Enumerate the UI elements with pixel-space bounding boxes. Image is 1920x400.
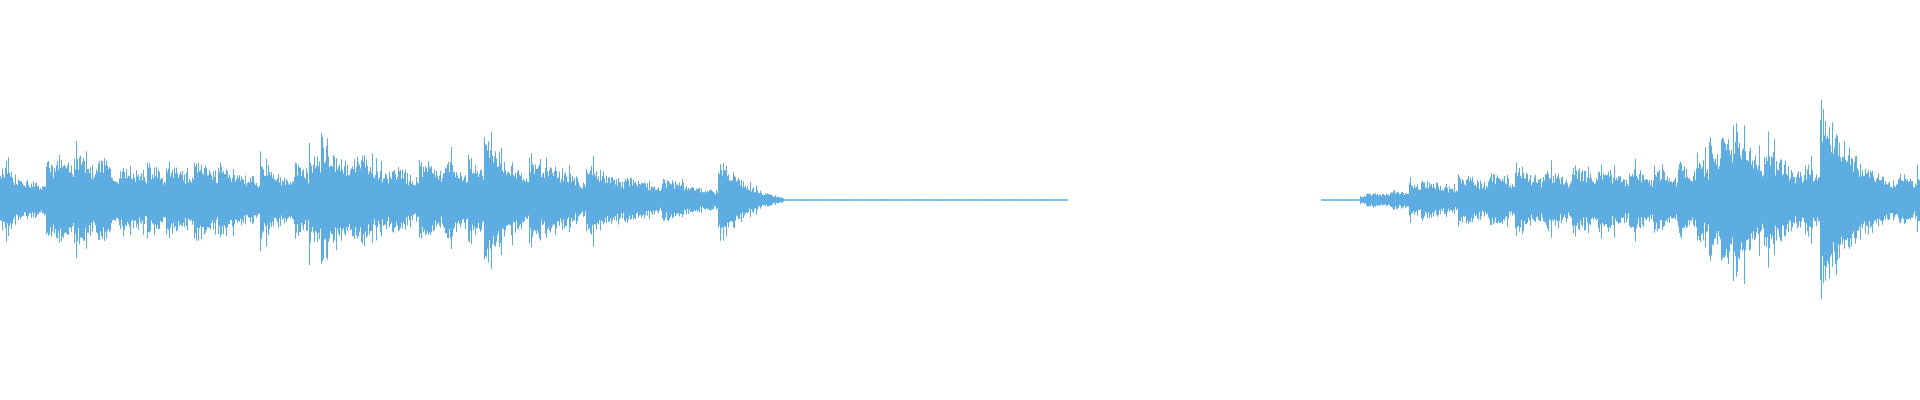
waveform-path [0,99,1920,299]
